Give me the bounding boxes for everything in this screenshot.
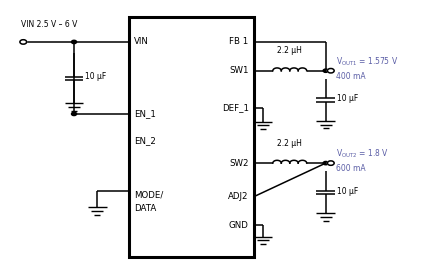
Text: 10 μF: 10 μF xyxy=(85,72,106,81)
Circle shape xyxy=(327,161,334,165)
Text: DEF_1: DEF_1 xyxy=(222,104,249,112)
Text: VIN: VIN xyxy=(134,37,149,46)
Text: 10 μF: 10 μF xyxy=(337,186,358,196)
Text: FB 1: FB 1 xyxy=(229,37,249,46)
Text: MODE/: MODE/ xyxy=(134,191,163,200)
Text: V$_{\mathregular{OUT2}}$ = 1.8 V: V$_{\mathregular{OUT2}}$ = 1.8 V xyxy=(336,148,389,160)
Bar xyxy=(129,17,254,257)
Text: SW1: SW1 xyxy=(229,66,249,75)
Circle shape xyxy=(323,69,328,73)
Circle shape xyxy=(327,69,334,73)
Circle shape xyxy=(20,40,27,44)
Text: EN_1: EN_1 xyxy=(134,109,156,118)
Text: 2.2 μH: 2.2 μH xyxy=(277,46,302,55)
Circle shape xyxy=(323,162,328,165)
Text: V$_{\mathregular{OUT1}}$ = 1.575 V: V$_{\mathregular{OUT1}}$ = 1.575 V xyxy=(336,56,398,68)
Text: 2.2 μH: 2.2 μH xyxy=(277,139,302,148)
Text: SW2: SW2 xyxy=(229,158,249,168)
Text: DATA: DATA xyxy=(134,204,157,213)
Text: 600 mA: 600 mA xyxy=(336,165,365,174)
Text: VIN 2.5 V – 6 V: VIN 2.5 V – 6 V xyxy=(21,20,77,29)
Circle shape xyxy=(71,112,77,116)
Circle shape xyxy=(71,40,77,44)
Text: 400 mA: 400 mA xyxy=(336,72,365,81)
Text: 10 μF: 10 μF xyxy=(337,94,358,103)
Text: GND: GND xyxy=(229,221,249,230)
Text: ADJ2: ADJ2 xyxy=(228,192,249,201)
Text: EN_2: EN_2 xyxy=(134,136,156,145)
